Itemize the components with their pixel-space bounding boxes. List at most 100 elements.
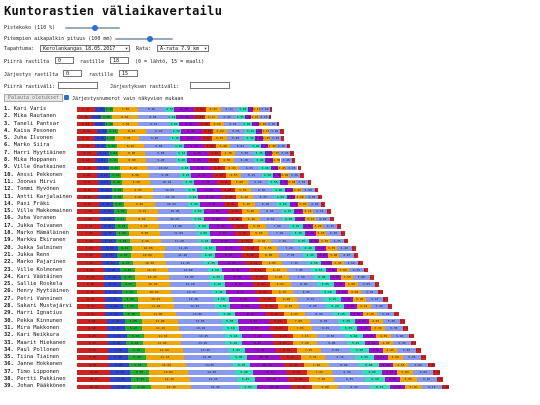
split-segment[interactable]: 1.03 [291,158,296,163]
split-segment[interactable]: 3.52 [194,107,206,112]
split-segment[interactable]: 3.14 [107,129,118,134]
split-segment[interactable]: 4.00 [195,224,209,229]
split-segment[interactable]: 11.00 [159,224,196,229]
runner-row[interactable]: 33. Maarit Hiekanen 9.25 5.55 5.30 11.30 13.4… [4,340,540,347]
split-segment[interactable]: 2.55 [293,187,302,193]
split-segment[interactable]: 4.30 [77,114,92,120]
split-segment[interactable]: 13.45 [183,348,228,353]
split-segment[interactable]: 3.05 [179,165,190,171]
runner-row[interactable]: 4. Kaisa Pesonen 6.01 3.22 3.14 8.40 8.10 2.50… [4,128,540,135]
split-segment[interactable]: 3.11 [108,158,119,163]
split-segment[interactable]: 4.30 [326,231,341,236]
split-segment[interactable]: 14.40 [191,384,239,390]
split-segment[interactable]: 2.15 [262,129,270,134]
split-segment[interactable]: 10.30 [135,282,170,288]
split-segment[interactable]: 4.20 [201,253,216,258]
split-segment[interactable]: 7.50 [288,275,314,280]
split-segment[interactable]: 3.45 [332,260,344,266]
split-segment[interactable]: 3.50 [261,172,274,178]
split-segment[interactable]: 3.02 [95,107,105,112]
split-segment[interactable]: 10.20 [132,260,167,266]
split-segment[interactable]: 1.20 [329,216,334,222]
split-segment[interactable]: 3.02 [259,107,270,112]
split-segment[interactable]: 6.55 [259,216,282,222]
split-segment[interactable]: 5.50 [350,348,369,353]
split-segment[interactable]: 2.02 [433,369,441,375]
split-segment[interactable]: 7.02 [194,180,218,185]
split-segment[interactable]: 5.50 [235,151,254,156]
split-segment[interactable]: 5.35 [232,362,251,368]
split-segment[interactable]: 5.50 [268,318,287,324]
split-segment[interactable]: 5.20 [326,304,344,309]
split-segment[interactable]: 1.44 [387,304,393,309]
split-segment[interactable]: 5.20 [242,209,260,215]
split-segment[interactable]: 3.15 [258,114,269,120]
split-segment[interactable]: 9.00 [316,340,347,346]
split-segment[interactable]: 4.00 [272,187,286,193]
split-segment[interactable]: 7.15 [293,333,317,339]
split-segment[interactable]: 5.40 [344,333,363,339]
split-segment[interactable]: 2.50 [289,202,298,207]
split-segment[interactable]: 6.05 [239,165,260,171]
split-segment[interactable]: 4.10 [114,224,129,229]
split-segment[interactable]: 3.35 [186,187,198,193]
split-segment[interactable]: 5.55 [107,340,126,346]
split-segment[interactable]: 4.05 [273,194,288,200]
split-segment[interactable]: 6.25 [110,384,132,390]
split-segment[interactable]: 0.52 [268,114,271,120]
split-segment[interactable]: 4.02 [213,129,227,134]
split-segment[interactable]: 4.15 [98,194,112,200]
split-segment[interactable]: 5.50 [130,369,149,375]
split-segment[interactable]: 8.20 [299,304,327,309]
split-segment[interactable]: 4.15 [117,245,132,251]
split-segment[interactable]: 3.20 [312,224,324,229]
split-segment[interactable]: 10.35 [135,275,170,280]
runner-row[interactable]: 38. Pertti Pakkinen 10.15 6.30 5.45 12.20 14.… [4,376,540,383]
runner-row[interactable]: 22. Marko Pajarinen 7.55 5.10 4.25 10.20 11.4… [4,259,540,266]
split-segment[interactable]: 7.05 [288,326,312,331]
split-segment[interactable]: 7.45 [208,224,234,229]
split-segment[interactable]: 7.55 [309,377,335,382]
split-segment[interactable]: 2.40 [280,172,289,178]
split-segment[interactable]: 5.05 [358,282,375,288]
runner-row[interactable]: 20. Jukka Salminen 7.40 5.00 4.15 10.05 11.25… [4,245,540,252]
split-segment[interactable]: 1.48 [400,318,405,324]
split-segment[interactable]: 11.30 [143,340,181,346]
split-segment[interactable]: 11.05 [160,231,197,236]
split-segment[interactable]: 3.15 [308,238,320,244]
split-segment[interactable]: 6.55 [191,172,213,178]
split-segment[interactable]: 3.50 [337,267,349,273]
split-segment[interactable]: 11.45 [166,260,205,266]
split-segment[interactable]: 6.10 [364,377,386,382]
split-segment[interactable]: 3.22 [96,129,108,134]
split-segment[interactable]: 9.30 [128,224,160,229]
split-segment[interactable]: 5.00 [396,369,414,375]
split-segment[interactable]: 4.20 [220,187,235,193]
split-segment[interactable]: 7.15 [270,238,295,244]
split-segment[interactable]: 9.45 [149,172,181,178]
split-segment[interactable]: 8.30 [77,289,105,295]
split-segment[interactable]: 4.25 [288,224,303,229]
split-segment[interactable]: 9.35 [77,348,108,353]
split-segment[interactable]: 4.55 [122,304,138,309]
split-segment[interactable]: 4.45 [211,289,227,295]
split-segment[interactable]: 3.00 [295,216,306,222]
split-segment[interactable]: 6.15 [266,267,287,273]
split-segment[interactable]: 1.30 [354,253,359,258]
split-segment[interactable]: 3.15 [305,216,316,222]
split-segment[interactable]: 12.40 [172,297,214,302]
split-segment[interactable]: 6.45 [278,304,300,309]
split-segment[interactable]: 5.00 [101,245,118,251]
split-segment[interactable]: 7.40 [304,362,329,368]
split-segment[interactable]: 9.15 [127,209,158,215]
split-segment[interactable]: 8.15 [215,253,243,258]
point-size-slider[interactable] [65,25,120,31]
split-segment[interactable]: 10.00 [247,355,281,360]
split-segment[interactable]: 4.10 [307,202,322,207]
split-segment[interactable]: 4.50 [385,377,400,382]
split-segment[interactable]: 3.55 [191,216,204,222]
split-segment[interactable]: 13.05 [178,318,222,324]
split-segment[interactable]: 4.30 [368,348,383,353]
split-segment[interactable]: 6.10 [234,158,255,163]
split-segment[interactable]: 9.30 [239,326,271,331]
